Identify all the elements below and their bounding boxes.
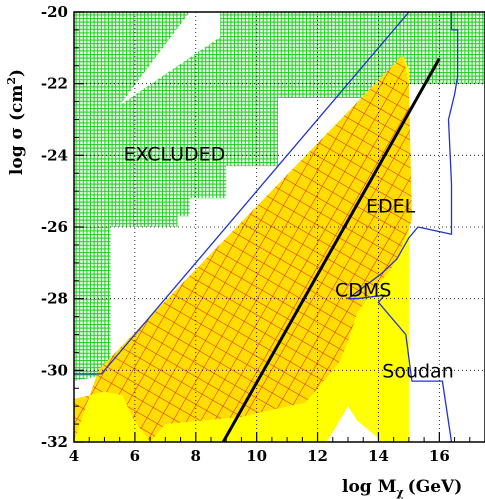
label-cdms: CDMS [335,280,391,302]
gridlines [74,12,485,442]
y-tick-label: -26 [41,218,68,236]
y-tick-label: -32 [41,433,68,451]
x-axis-label: log Mχ (GeV) [342,477,462,499]
y-tick-label: -20 [41,3,68,21]
y-tick-label: -28 [41,290,68,308]
series-layer [74,12,459,442]
regions-layer [74,12,485,442]
series-black-line [221,57,441,442]
x-tick-label: 14 [368,447,389,465]
annotations-layer: EXCLUDED EDEL CDMS Soudan [124,144,454,383]
x-tick-label: 10 [246,447,267,465]
y-tick-label: -24 [41,146,68,164]
region-allowed-hatched [74,55,412,442]
region-excluded-white-wedge [119,12,221,106]
x-tick-label: 16 [429,447,450,465]
x-tick-label: 6 [130,447,140,465]
ticks-layer: 4 6 8 10 12 14 16 -20 -22 -24 -26 -28 -30 -32 [41,3,471,465]
y-tick-label: -30 [41,361,68,379]
region-excluded [74,12,485,382]
y-axis-label: log σ (cm2) [5,69,27,175]
series-limit-curve [74,12,459,442]
x-tick-label: 8 [191,447,201,465]
x-tick-label: 12 [307,447,328,465]
label-excluded: EXCLUDED [124,144,226,166]
label-edel: EDEL [366,196,416,218]
y-tick-label: -22 [41,75,68,93]
x-tick-label: 4 [69,447,79,465]
label-soudan: Soudan [382,360,453,382]
